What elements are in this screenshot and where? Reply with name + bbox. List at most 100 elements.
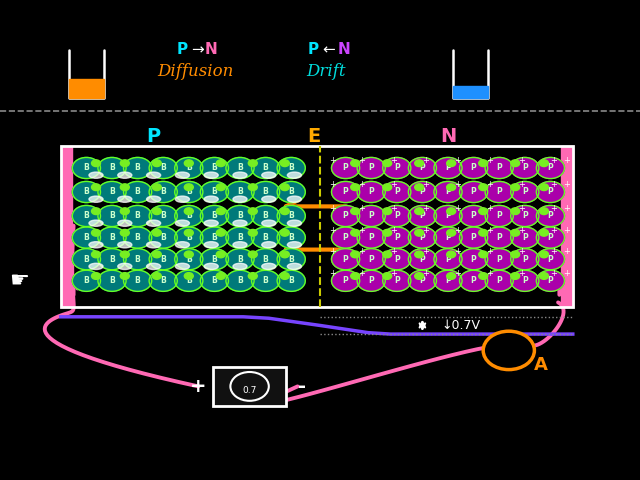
Text: P: P [548,255,553,264]
Text: P: P [497,255,502,264]
Circle shape [540,184,548,191]
Circle shape [280,273,289,279]
Circle shape [120,229,129,236]
Ellipse shape [262,242,276,248]
Circle shape [383,273,392,279]
Text: B: B [109,188,115,196]
Text: P: P [420,255,425,264]
Text: +: + [550,180,557,189]
Circle shape [226,270,254,291]
Ellipse shape [262,263,276,270]
Ellipse shape [204,172,218,178]
Circle shape [415,184,424,191]
Text: +: + [330,269,336,278]
Text: +: + [422,269,429,278]
Ellipse shape [89,172,103,178]
Circle shape [216,229,225,236]
Ellipse shape [204,196,218,203]
Circle shape [184,273,193,279]
Text: +: + [563,180,570,189]
Text: B: B [161,233,166,242]
Circle shape [98,249,126,270]
Text: P: P [394,164,399,172]
Text: P: P [522,188,527,196]
Ellipse shape [89,220,103,227]
Ellipse shape [175,196,189,203]
Text: Diffusion: Diffusion [157,62,234,80]
Text: +: + [422,248,429,256]
Text: +: + [518,156,525,165]
Circle shape [536,270,564,291]
Circle shape [383,157,411,179]
Ellipse shape [89,263,103,270]
Ellipse shape [287,242,301,248]
Circle shape [383,208,392,215]
Circle shape [383,270,411,291]
Text: B: B [263,212,268,220]
Text: +: + [518,226,525,235]
Text: B: B [109,164,115,172]
Circle shape [280,208,289,215]
Circle shape [184,184,193,191]
Text: +: + [390,204,397,213]
Text: B: B [84,212,89,220]
Circle shape [149,227,177,248]
Circle shape [460,270,488,291]
Circle shape [511,160,520,167]
Circle shape [536,157,564,179]
Circle shape [98,181,126,203]
Ellipse shape [233,196,247,203]
Ellipse shape [147,196,161,203]
Text: B: B [84,276,89,285]
Text: P: P [445,255,451,264]
Circle shape [408,205,436,227]
Ellipse shape [147,220,161,227]
Text: B: B [237,233,243,242]
Circle shape [460,205,488,227]
Text: P: P [177,42,188,57]
Circle shape [415,273,424,279]
Circle shape [280,160,289,167]
Text: P: P [471,212,476,220]
Circle shape [92,184,100,191]
Circle shape [434,205,462,227]
Circle shape [280,184,289,191]
Text: P: P [497,188,502,196]
Text: +: + [330,226,336,235]
Text: N: N [337,42,350,57]
Text: B: B [161,276,166,285]
Circle shape [152,160,161,167]
Circle shape [511,273,520,279]
Text: B: B [186,255,191,264]
Text: 0.7: 0.7 [243,386,257,395]
Text: P: P [471,255,476,264]
Circle shape [184,160,193,167]
Text: B: B [135,276,140,285]
Circle shape [460,227,488,248]
Bar [72,146,561,307]
Circle shape [152,273,161,279]
Text: B: B [135,188,140,196]
Circle shape [252,205,280,227]
Text: +: + [454,226,461,235]
Bar [561,146,573,307]
Text: +: + [390,156,397,165]
Circle shape [120,160,129,167]
Circle shape [248,273,257,279]
Text: +: + [422,226,429,235]
Circle shape [511,251,520,258]
Circle shape [351,160,360,167]
Text: P: P [420,188,425,196]
Circle shape [226,181,254,203]
Circle shape [434,181,462,203]
Text: P: P [522,276,527,285]
Text: B: B [109,255,115,264]
Text: P: P [369,164,374,172]
Text: B: B [135,212,140,220]
Circle shape [72,205,100,227]
Text: P: P [420,164,425,172]
Circle shape [175,157,203,179]
Bar [61,146,573,307]
Text: +: + [550,156,557,165]
Ellipse shape [233,263,247,270]
